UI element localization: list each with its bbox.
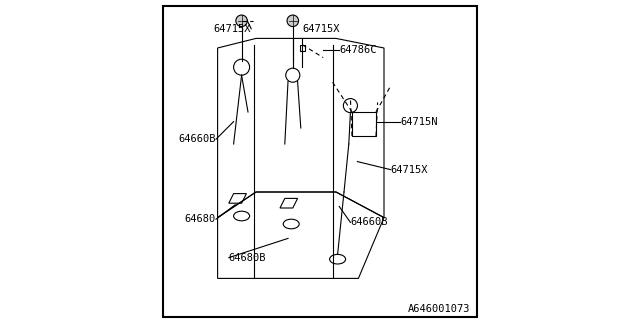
Text: 64786C: 64786C (339, 44, 377, 55)
Text: 64715X: 64715X (302, 24, 340, 34)
Text: 64715X: 64715X (390, 164, 428, 175)
Text: 64660B: 64660B (179, 134, 216, 144)
Text: 64680: 64680 (185, 214, 216, 224)
Text: 64715X: 64715X (214, 24, 251, 34)
Text: 64680B: 64680B (229, 252, 266, 263)
Text: 64660B: 64660B (351, 217, 388, 228)
Text: A646001073: A646001073 (408, 304, 470, 314)
Circle shape (287, 15, 298, 27)
Text: 64715N: 64715N (400, 116, 438, 127)
Circle shape (236, 15, 248, 27)
